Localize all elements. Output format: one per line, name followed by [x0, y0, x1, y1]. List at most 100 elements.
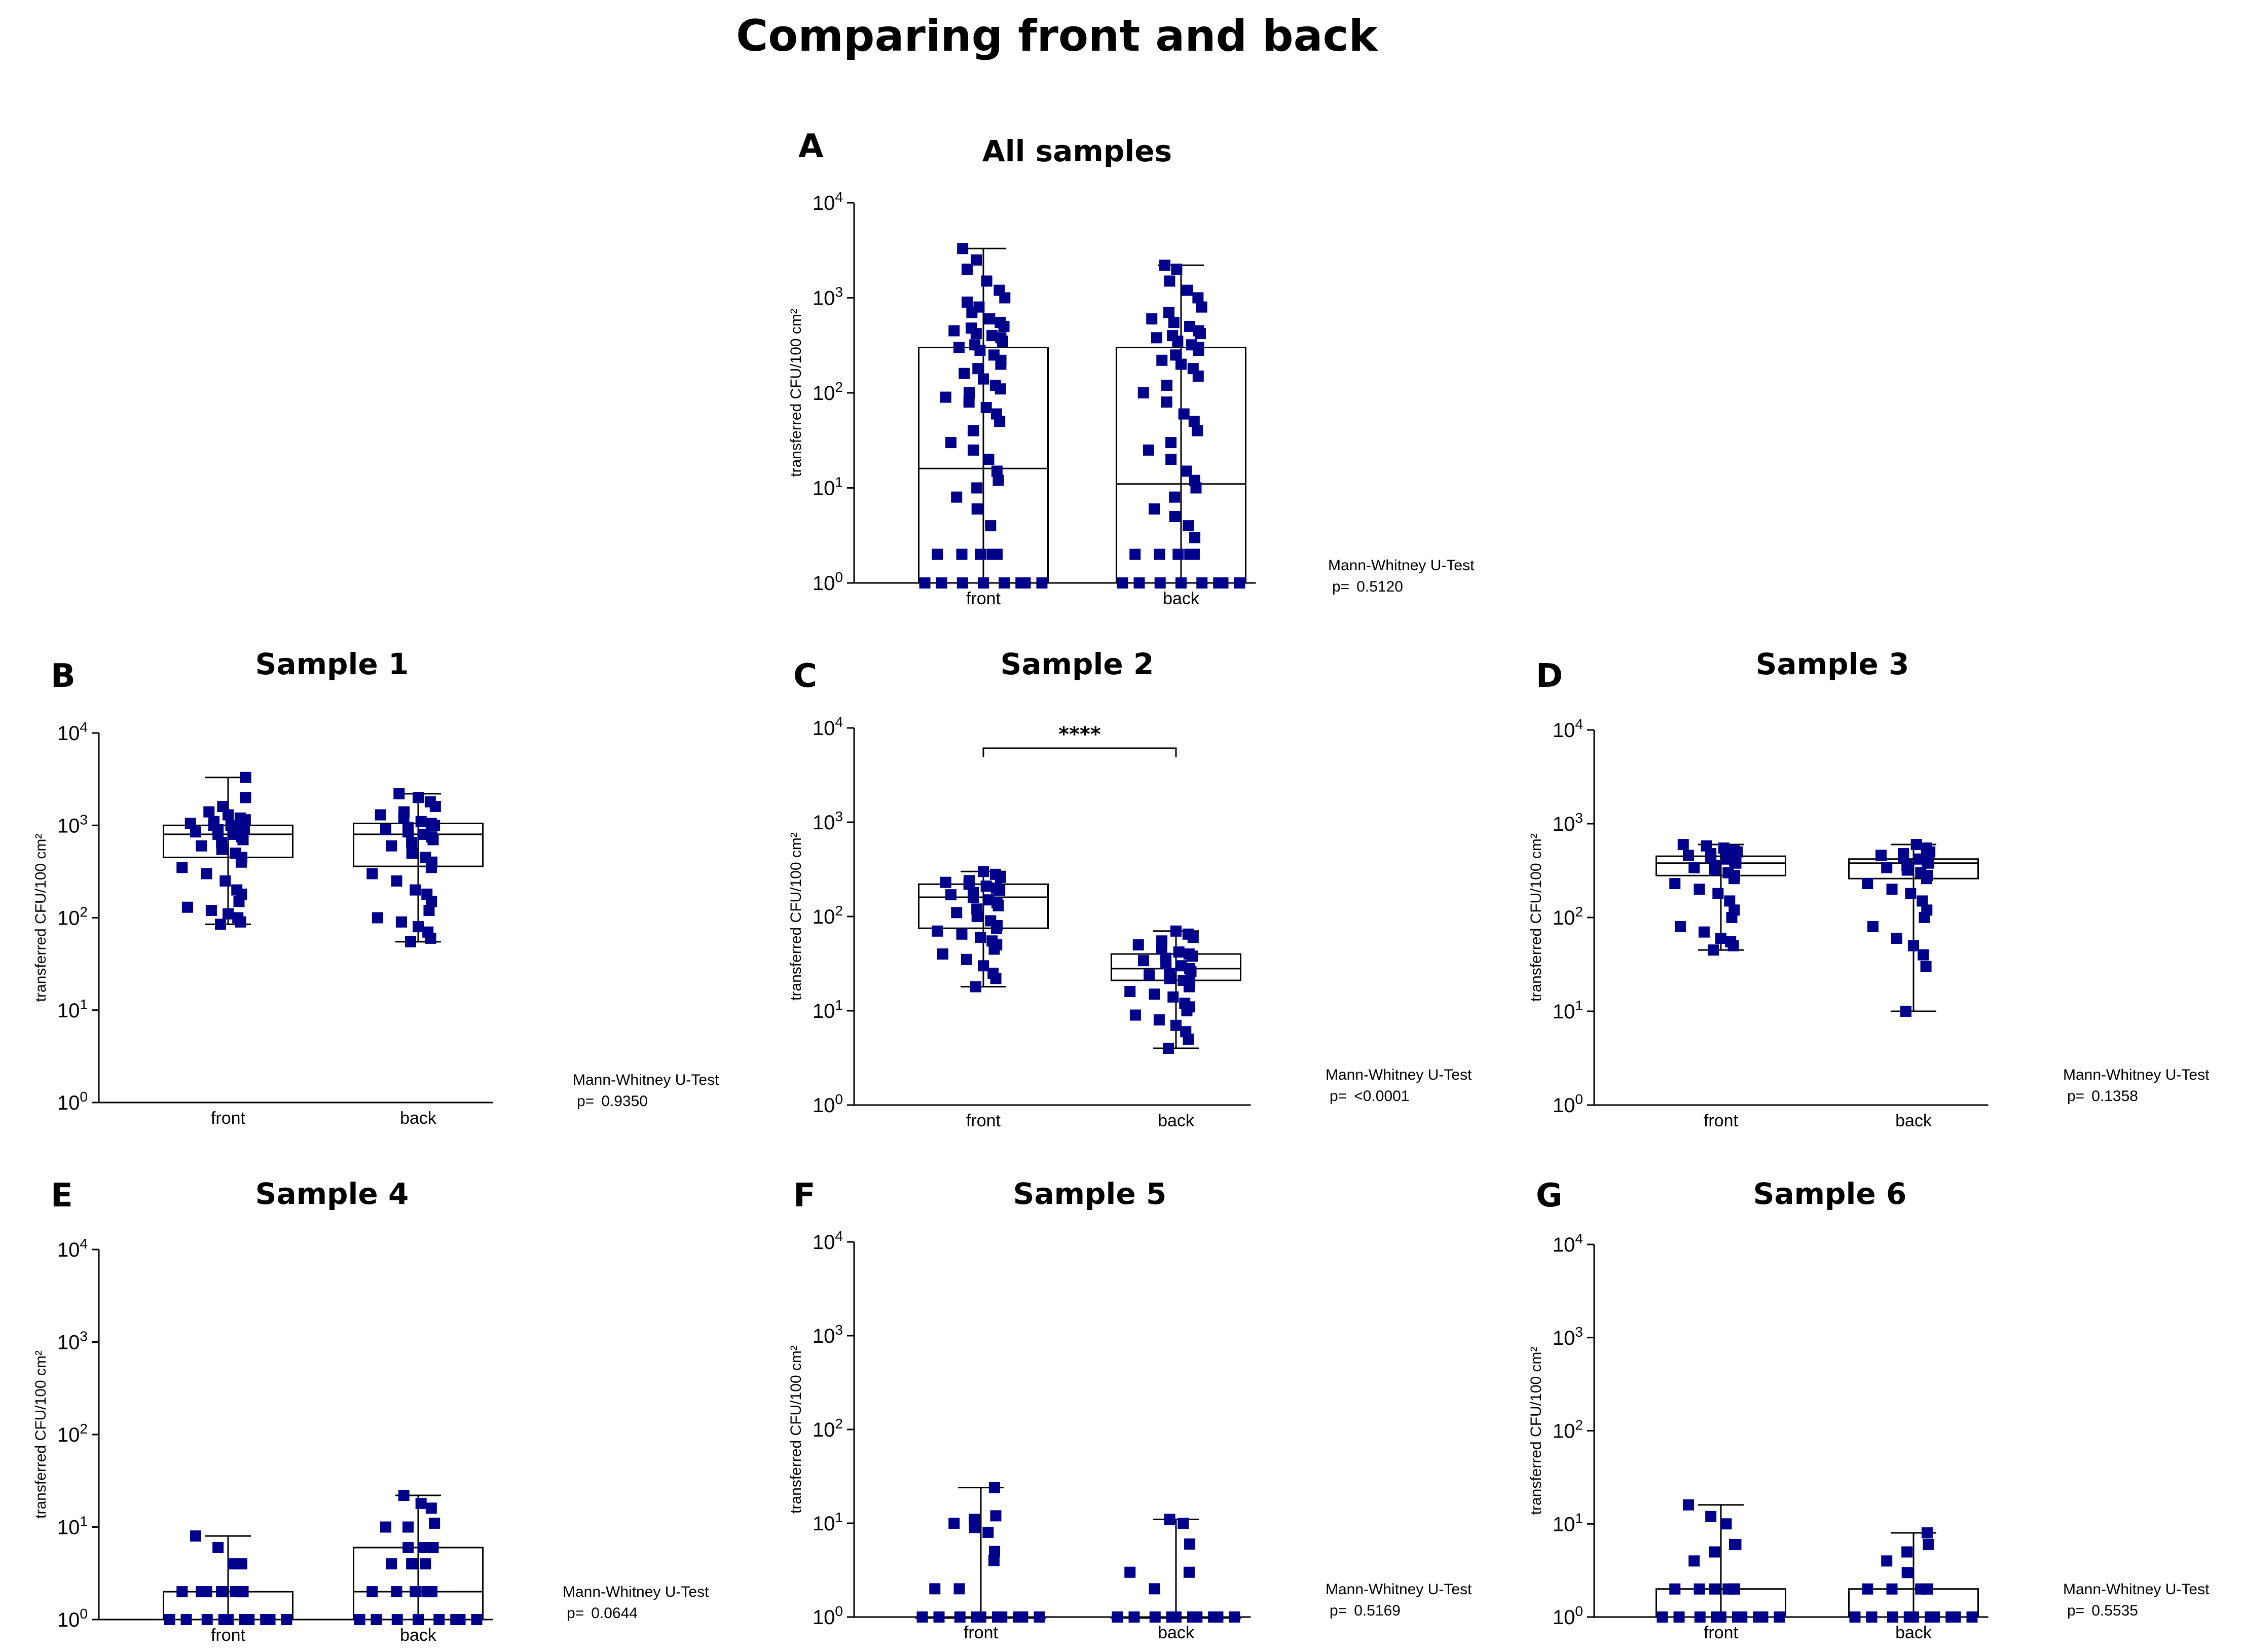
y-tick-label: 100	[57, 1606, 88, 1631]
data-point	[1149, 1583, 1160, 1595]
data-point	[1862, 1583, 1873, 1595]
data-point	[1164, 967, 1175, 979]
data-point	[1170, 349, 1182, 361]
panel-title: Sample 4	[255, 1177, 409, 1211]
y-tick-label: 102	[57, 904, 88, 930]
data-point	[1170, 925, 1182, 937]
data-point	[1175, 358, 1187, 370]
data-point	[393, 788, 405, 799]
data-point	[415, 1497, 427, 1509]
data-point	[940, 876, 951, 888]
data-point	[1886, 1583, 1898, 1595]
test-name: Mann-Whitney U-Test	[1328, 557, 1475, 574]
data-point	[1159, 260, 1171, 271]
panel-title: Sample 3	[1756, 647, 1909, 681]
data-point	[948, 1518, 960, 1529]
data-point	[956, 548, 968, 560]
panel-f: F Sample 5 100 101 102 103 104 transferred CFU/…	[788, 1177, 1472, 1642]
data-point	[1165, 437, 1177, 449]
panel-title: Sample 1	[255, 647, 409, 681]
data-point	[1732, 1611, 1743, 1623]
x-tick-label: front	[211, 1109, 246, 1128]
data-point	[1711, 1611, 1722, 1623]
data-point	[1208, 1611, 1220, 1623]
data-point	[1728, 845, 1740, 856]
panel-title: Sample 6	[1753, 1177, 1907, 1211]
data-point	[1133, 577, 1145, 589]
y-axis-label: transferred CFU/100 cm²	[32, 1350, 49, 1519]
data-point	[1189, 474, 1200, 486]
y-tick-label: 101	[813, 474, 843, 500]
data-point	[395, 916, 407, 928]
data-point	[1901, 1546, 1913, 1558]
data-point	[208, 816, 220, 827]
data-point	[398, 1490, 410, 1501]
y-tick-label: 104	[57, 1236, 88, 1261]
data-point	[1163, 307, 1175, 318]
test-name: Mann-Whitney U-Test	[2063, 1581, 2210, 1598]
data-point	[1165, 454, 1177, 465]
data-point	[1175, 577, 1187, 589]
figure-title: Comparing front and back	[736, 11, 1379, 61]
data-point	[410, 884, 421, 896]
data-point	[425, 818, 437, 829]
data-point	[1881, 862, 1893, 873]
data-point	[1917, 895, 1928, 907]
data-point	[239, 1614, 250, 1625]
data-point	[964, 387, 975, 398]
data-point	[1192, 292, 1204, 304]
y-tick-label: 100	[57, 1089, 88, 1114]
data-point	[372, 912, 383, 924]
data-point	[1677, 839, 1689, 851]
data-point	[231, 884, 243, 896]
data-point	[985, 520, 997, 532]
data-point	[970, 981, 981, 993]
data-point	[933, 1611, 945, 1623]
data-point	[216, 1586, 228, 1598]
data-point	[988, 349, 1000, 361]
data-point	[1910, 839, 1922, 851]
data-point	[1900, 1006, 1911, 1017]
data-point	[1193, 325, 1204, 337]
data-point	[1722, 1583, 1734, 1595]
data-point	[1921, 904, 1933, 916]
data-point	[988, 1482, 1000, 1493]
data-point	[1013, 1611, 1024, 1623]
data-point	[181, 901, 193, 913]
data-point	[180, 1614, 192, 1625]
data-point	[1175, 960, 1187, 972]
data-point	[1149, 503, 1160, 515]
data-point	[196, 840, 207, 852]
data-point	[1753, 1611, 1764, 1623]
data-point	[1129, 548, 1141, 560]
data-point	[228, 1558, 239, 1570]
y-tick-label: 104	[1553, 716, 1583, 742]
data-point	[973, 301, 985, 313]
data-point	[992, 474, 1004, 486]
series-front	[918, 243, 1049, 589]
data-point	[1160, 952, 1172, 964]
data-point	[1168, 317, 1180, 328]
data-point	[1169, 491, 1181, 503]
data-point	[959, 368, 970, 379]
y-tick-label: 101	[57, 997, 88, 1022]
series-back	[353, 788, 484, 947]
data-point	[1682, 850, 1694, 861]
data-point	[1898, 848, 1909, 859]
y-axis-label: transferred CFU/100 cm²	[1528, 1347, 1544, 1515]
data-point	[240, 772, 251, 783]
data-point	[999, 577, 1010, 589]
data-point	[425, 1502, 437, 1514]
data-point	[402, 1541, 414, 1553]
data-point	[1720, 853, 1732, 865]
series-front	[163, 1530, 293, 1625]
y-axis-label: transferred CFU/100 cm²	[788, 832, 804, 1001]
data-point	[995, 317, 1006, 328]
data-point	[919, 577, 931, 589]
data-point	[1187, 363, 1199, 375]
data-point	[1674, 921, 1686, 932]
data-point	[371, 1614, 382, 1625]
data-point	[968, 425, 979, 436]
y-tick-label: 103	[813, 1322, 843, 1347]
